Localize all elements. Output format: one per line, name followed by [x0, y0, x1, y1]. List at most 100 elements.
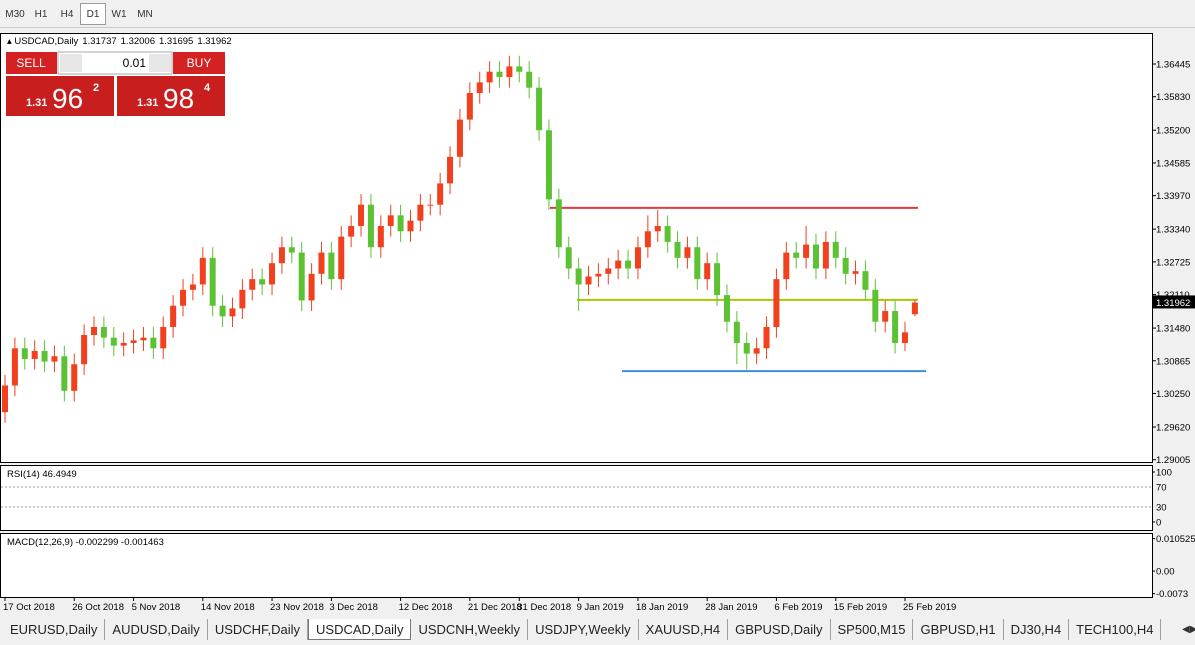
- timeframe-button[interactable]: H4: [60, 8, 74, 20]
- candle-body: [476, 82, 483, 93]
- candle-body: [41, 350, 48, 362]
- chart-tab[interactable]: GBPUSD,H1: [913, 619, 1004, 640]
- chart-tab[interactable]: SP500,M15: [831, 619, 914, 640]
- candle-body: [793, 252, 800, 258]
- candle-body: [31, 350, 38, 359]
- buy-label: BUY: [187, 56, 212, 70]
- candle-body: [842, 257, 849, 274]
- y-tick-label: 1.30250: [1156, 389, 1190, 400]
- candle-body: [199, 257, 206, 285]
- chart-tab[interactable]: USDCNH,Weekly: [411, 619, 529, 640]
- ask-box[interactable]: [117, 76, 225, 116]
- ask-big: 1.31: [137, 97, 158, 109]
- macd-label: MACD(12,26,9) -0.002299 -0.001463: [7, 537, 164, 548]
- x-tick-label: 18 Jan 2019: [636, 602, 688, 613]
- timeframe-button[interactable]: H1: [34, 8, 48, 20]
- candle-body: [456, 119, 463, 157]
- bid-main: 96: [52, 83, 83, 114]
- chart-tab[interactable]: USDJPY,Weekly: [528, 619, 639, 640]
- candle-body: [575, 268, 582, 285]
- candle-body: [545, 130, 552, 200]
- timeframe-button[interactable]: W1: [111, 8, 127, 20]
- candle-body: [130, 340, 137, 343]
- chart-tab[interactable]: TECH100,H4: [1069, 619, 1162, 640]
- timeframe-button[interactable]: D1: [80, 3, 106, 25]
- candle-body: [437, 183, 444, 205]
- candle-body: [397, 215, 404, 232]
- chart-tab[interactable]: EURUSD,Daily: [3, 619, 106, 640]
- x-tick-label: 21 Dec 2018: [468, 602, 522, 613]
- candle-body: [11, 348, 18, 386]
- y-tick-label: 1.31480: [1156, 324, 1190, 335]
- candle-body: [753, 348, 760, 354]
- x-tick-label: 15 Feb 2019: [834, 602, 887, 613]
- candle-body: [417, 204, 424, 221]
- candle-body: [160, 327, 167, 349]
- header-open: 1.31737: [82, 36, 116, 47]
- lot-down: [60, 54, 82, 72]
- candle-body: [61, 356, 68, 391]
- candle-body: [81, 334, 88, 365]
- candle-body: [338, 236, 345, 280]
- chart-tab[interactable]: AUDUSD,Daily: [105, 619, 208, 640]
- x-tick-label: 12 Dec 2018: [399, 602, 453, 613]
- chart-tab[interactable]: USDCAD,Daily: [308, 619, 412, 640]
- candle-body: [506, 66, 513, 78]
- y-tick-label: 1.35830: [1156, 92, 1190, 103]
- timeframe-button[interactable]: MN: [137, 8, 153, 20]
- candle-body: [654, 225, 661, 232]
- candle-body: [625, 260, 632, 269]
- current-price-box: [1153, 295, 1195, 309]
- bid-small: 2: [93, 82, 99, 94]
- lot-box: [57, 51, 173, 75]
- candle-body: [634, 247, 641, 269]
- ask-small: 4: [204, 82, 211, 94]
- y-tick-label: 1.32725: [1156, 257, 1190, 268]
- candle-body: [694, 247, 701, 280]
- candle-body: [704, 263, 711, 280]
- chart-tab[interactable]: DJ30,H4: [1004, 619, 1070, 640]
- candle-body: [536, 87, 543, 131]
- lot-value: 0.01: [123, 56, 147, 70]
- candle-body: [783, 252, 790, 280]
- rsi-tick-label: 100: [1156, 468, 1172, 479]
- y-tick-label: 1.35200: [1156, 126, 1190, 137]
- rsi-tick-label: 0: [1156, 518, 1161, 529]
- candle-body: [723, 295, 730, 322]
- header-close: 1.31962: [197, 36, 231, 47]
- x-tick-label: 5 Nov 2018: [132, 602, 181, 613]
- candle-body: [565, 247, 572, 269]
- chart-tab[interactable]: XAUUSD,H4: [639, 619, 729, 640]
- bid-box[interactable]: [6, 76, 114, 116]
- candle-body: [209, 257, 216, 306]
- candle-body: [328, 252, 335, 280]
- chart-tab[interactable]: GBPUSD,Daily: [728, 619, 831, 640]
- candle-body: [605, 268, 612, 274]
- candle-body: [496, 71, 503, 78]
- x-tick-label: 23 Nov 2018: [270, 602, 324, 613]
- chart-tab[interactable]: USDCHF,Daily: [208, 619, 309, 640]
- candle-body: [308, 273, 315, 301]
- macd-tick-label: 0.00: [1156, 567, 1175, 578]
- buy-button[interactable]: [173, 52, 225, 74]
- candle-body: [348, 225, 355, 237]
- header-high: 1.32006: [121, 36, 155, 47]
- y-tick-label: 1.36445: [1156, 60, 1190, 71]
- candle-body: [743, 342, 750, 354]
- bid-big: 1.31: [26, 97, 47, 109]
- candle-body: [526, 71, 533, 88]
- candle-body: [278, 247, 285, 264]
- candle-body: [21, 348, 28, 359]
- macd-tick-label: -0.0073: [1156, 589, 1188, 600]
- x-tick-label: 14 Nov 2018: [201, 602, 255, 613]
- candle-body: [219, 305, 226, 317]
- candle-body: [911, 302, 918, 315]
- candle-body: [466, 92, 473, 120]
- tab-scroll[interactable]: ◀▶: [1182, 624, 1195, 635]
- timeframe-button[interactable]: M30: [5, 8, 25, 20]
- candle-body: [229, 308, 236, 317]
- sell-button[interactable]: [6, 52, 57, 74]
- candle-body: [269, 263, 276, 285]
- y-tick-label: 1.29005: [1156, 455, 1190, 466]
- candle-body: [170, 305, 177, 328]
